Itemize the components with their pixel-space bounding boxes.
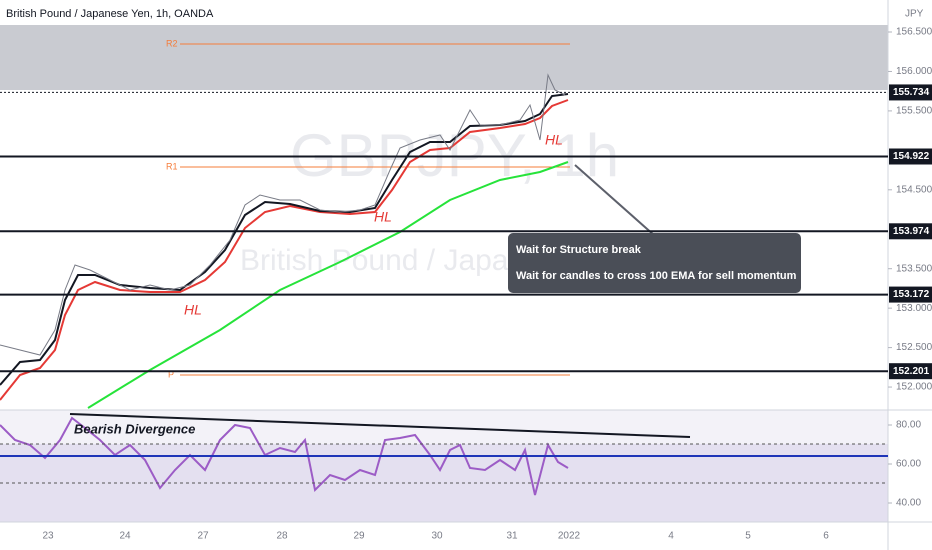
hl-label: HL: [184, 302, 202, 318]
ema-red: [0, 99, 569, 401]
price-tick-label: 156.500: [896, 27, 932, 38]
level-tag: [889, 84, 932, 101]
time-label: 2022: [558, 531, 581, 542]
rsi-tick-label: 60.00: [896, 459, 921, 470]
level-tag: [889, 286, 932, 303]
pivot-label: R1: [166, 161, 178, 171]
level-label: 155.734: [893, 87, 930, 98]
symbol-title: British Pound / Japanese Yen, 1h, OANDA: [6, 8, 214, 20]
currency: JPY: [905, 9, 924, 20]
time-label: 27: [197, 531, 209, 542]
level-label: 153.172: [893, 289, 930, 300]
level-tag: [889, 363, 932, 380]
note-text: Wait for Structure break: [516, 244, 642, 256]
note-box: [508, 233, 801, 293]
level-tag: [889, 148, 932, 165]
price-tick-label: 152.000: [896, 382, 932, 393]
watermark-symbol: GBPJPY, 1h: [290, 122, 619, 189]
divergence-label: Bearish Divergence: [74, 421, 195, 436]
price-tick-label: 153.000: [896, 303, 932, 314]
price-tick-label: 156.000: [896, 66, 932, 77]
time-label: 28: [276, 531, 288, 542]
time-label: 4: [668, 531, 674, 542]
resistance-zone: [0, 25, 888, 90]
level-label: 154.922: [893, 151, 930, 162]
price-tick-label: 154.500: [896, 184, 932, 195]
rsi-tick-label: 40.00: [896, 498, 921, 509]
note-text: Wait for candles to cross 100 EMA for se…: [516, 270, 797, 282]
time-label: 6: [823, 531, 829, 542]
pivot-label: R2: [166, 38, 178, 48]
level-label: 153.974: [893, 226, 930, 237]
time-label: 31: [506, 531, 518, 542]
hl-label: HL: [545, 132, 563, 148]
price-tick-label: 155.500: [896, 106, 932, 117]
rsi-tick-label: 80.00: [896, 420, 921, 431]
pivot-label: P: [168, 369, 174, 379]
time-label: 30: [431, 531, 443, 542]
note-pointer: [574, 164, 656, 237]
time-label: 29: [353, 531, 365, 542]
rsi-line: [0, 416, 569, 496]
level-tag: [889, 223, 932, 240]
divergence-line: [69, 413, 691, 438]
level-label: 152.201: [893, 366, 930, 377]
hl-label: HL: [374, 209, 392, 225]
ema-100: [87, 161, 569, 409]
time-label: 5: [745, 531, 751, 542]
price-tick-label: 152.500: [896, 342, 932, 353]
price-tick-label: 153.500: [896, 263, 932, 274]
price-path: [0, 73, 566, 356]
time-label: 24: [119, 531, 131, 542]
time-label: 23: [42, 531, 54, 542]
